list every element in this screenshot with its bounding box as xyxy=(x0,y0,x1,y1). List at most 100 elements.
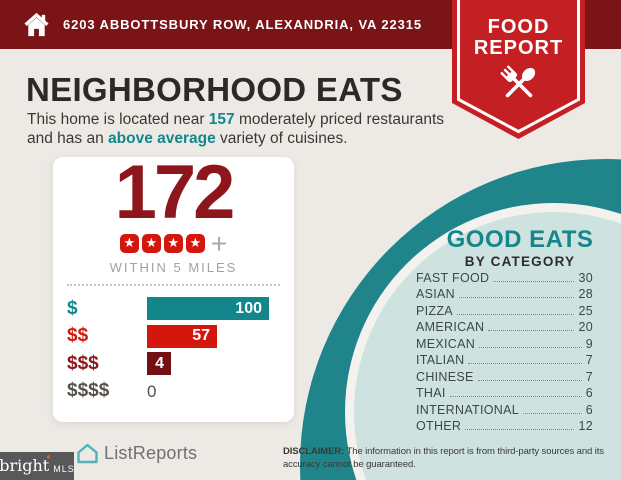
dotted-leader xyxy=(488,330,575,331)
category-label: OTHER xyxy=(416,419,462,433)
price-tier-row: $ 100 xyxy=(67,295,269,323)
category-label: ITALIAN xyxy=(416,353,465,367)
rating-row: ★ ★ ★ ★ + xyxy=(53,227,294,259)
subtitle-text-1: This home is located near xyxy=(27,111,209,128)
price-tier-bar: 57 xyxy=(147,324,217,348)
dotted-leader xyxy=(449,396,582,397)
category-value: 12 xyxy=(578,419,593,433)
category-row: FAST FOOD 30 xyxy=(416,268,593,285)
star-icon: ★ xyxy=(163,233,183,253)
category-row: THAI 6 xyxy=(416,384,593,400)
subtitle-text-2: moderately priced restaurants and has an xyxy=(27,111,445,147)
dotted-leader xyxy=(477,379,582,381)
category-value: 6 xyxy=(585,386,593,400)
category-label: INTERNATIONAL xyxy=(416,402,519,417)
category-row: MEXICAN 9 xyxy=(416,334,593,351)
category-value: 25 xyxy=(578,303,593,318)
category-value: 7 xyxy=(585,369,593,384)
bright-wordmark: bright xyxy=(0,455,51,475)
page-title: NEIGHBORHOOD EATS xyxy=(26,71,403,108)
price-tier-bar-track: 100 xyxy=(147,297,269,321)
good-eats-title: GOOD EATS xyxy=(446,226,594,253)
variety-highlight: above average xyxy=(108,130,216,147)
star-icon: ★ xyxy=(141,233,161,253)
price-tier-chart: $ 100 $$ 57 $$$ 4 xyxy=(53,295,294,405)
price-tier-row: $$ 57 xyxy=(67,323,269,351)
dotted-leader xyxy=(456,313,575,315)
dotted-leader xyxy=(479,346,582,348)
category-value: 7 xyxy=(585,353,593,367)
page-subtitle: This home is located near 157 moderately… xyxy=(27,110,467,148)
price-tier-row: $$$ 4 xyxy=(67,350,269,378)
home-icon xyxy=(24,12,49,37)
disclaimer-label: DISCLAIMER: xyxy=(283,446,345,457)
star-icon: ★ xyxy=(185,233,205,253)
good-eats-list: FAST FOOD 30 ASIAN 28 PIZZA 25 AMERICAN 20 M… xyxy=(416,268,593,434)
card-divider xyxy=(67,284,280,286)
category-row: AMERICAN 20 xyxy=(416,318,593,334)
category-label: THAI xyxy=(416,386,446,400)
listreports-house-icon xyxy=(77,443,98,464)
disclaimer: DISCLAIMER: The information in this repo… xyxy=(283,446,621,471)
category-label: FAST FOOD xyxy=(416,270,490,285)
dotted-leader xyxy=(468,363,582,364)
mls-label: MLS xyxy=(53,464,75,474)
dotted-leader xyxy=(493,280,575,282)
dotted-leader xyxy=(465,429,575,430)
listreports-logo: ListReports xyxy=(76,443,197,464)
price-tier-bar-track: 57 xyxy=(147,324,269,348)
category-label: AMERICAN xyxy=(416,320,485,334)
badge-title-line1: FOOD xyxy=(487,16,550,38)
good-eats-subtitle: BY CATEGORY xyxy=(464,254,576,269)
star-rating: ★ ★ ★ ★ xyxy=(119,233,205,253)
category-row: PIZZA 25 xyxy=(416,301,593,318)
property-address: 6203 ABBOTTSBURY ROW, ALEXANDRIA, VA 223… xyxy=(63,17,423,32)
crossed-utensils-icon xyxy=(500,65,536,98)
good-eats-header: GOOD EATS BY CATEGORY xyxy=(420,227,620,269)
category-label: ASIAN xyxy=(416,287,456,301)
price-tier-bar-value: 4 xyxy=(155,354,164,372)
category-value: 28 xyxy=(578,287,593,301)
dotted-leader xyxy=(522,412,582,414)
bright-orange-dot-icon xyxy=(46,455,51,459)
price-tier-bar: 4 xyxy=(147,352,171,376)
price-tier-row: $$$$ 0 xyxy=(67,378,269,406)
category-label: PIZZA xyxy=(416,303,453,318)
price-tier-bar-track: 0 xyxy=(147,380,269,403)
category-row: ASIAN 28 xyxy=(416,285,593,301)
price-tier-label: $$$$ xyxy=(67,380,110,402)
price-tier-label: $$ xyxy=(67,325,89,347)
category-value: 20 xyxy=(578,320,593,334)
price-tier-bar-value: 57 xyxy=(192,327,210,345)
category-value: 9 xyxy=(585,336,593,351)
plus-sign: + xyxy=(210,227,228,259)
dotted-leader xyxy=(459,297,575,298)
ribbon-shape xyxy=(452,0,585,139)
listreports-wordmark: ListReports xyxy=(104,443,198,463)
category-row: CHINESE 7 xyxy=(416,367,593,384)
badge-title-line2: REPORT xyxy=(473,37,564,59)
restaurant-count: 172 xyxy=(114,150,236,235)
price-tier-bar: 100 xyxy=(147,297,269,321)
radius-caption: WITHIN 5 MILES xyxy=(109,260,238,275)
price-tier-bar-track: 4 xyxy=(147,352,269,376)
subtitle-text-3: variety of cuisines. xyxy=(215,130,348,147)
category-row: ITALIAN 7 xyxy=(416,351,593,367)
category-row: INTERNATIONAL 6 xyxy=(416,400,593,417)
restaurant-count-highlight: 157 xyxy=(208,111,235,128)
price-tier-label: $$$ xyxy=(67,352,99,374)
category-value: 30 xyxy=(578,270,593,285)
price-tier-bar-value: 100 xyxy=(235,299,262,317)
star-icon: ★ xyxy=(119,233,139,253)
disclaimer-text: The information in this report is from t… xyxy=(283,446,604,470)
price-tier-label: $ xyxy=(67,297,78,319)
restaurant-stats-card: 172 ★ ★ ★ ★ + WITHIN 5 MILES $ 100 $$ 57 xyxy=(53,151,294,422)
brightmls-logo: bright MLS xyxy=(0,452,74,480)
category-label: CHINESE xyxy=(416,369,474,384)
category-label: MEXICAN xyxy=(416,336,476,351)
price-tier-zero: 0 xyxy=(147,381,157,401)
category-value: 6 xyxy=(585,402,593,417)
category-row: OTHER 12 xyxy=(416,417,593,433)
food-report-badge: FOOD REPORT xyxy=(452,0,585,139)
